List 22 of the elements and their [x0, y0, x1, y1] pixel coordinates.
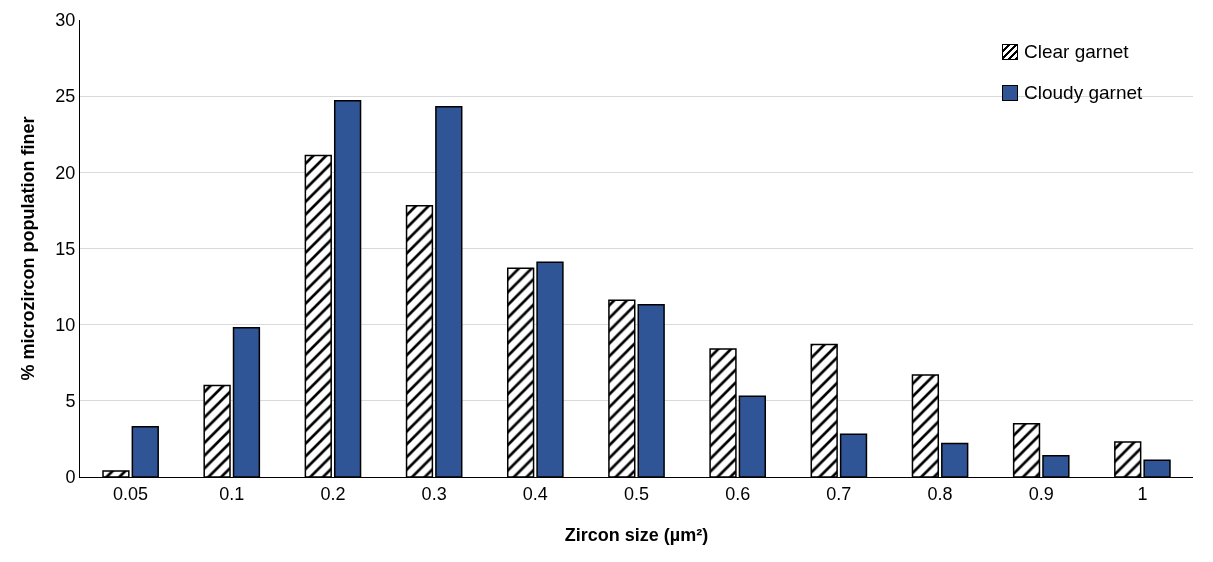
y-tick-label: 0	[65, 467, 76, 488]
x-tick-label: 0.2	[320, 483, 346, 504]
legend-label: Cloudy garnet	[1024, 82, 1143, 104]
x-tick-label: 0.8	[927, 483, 953, 504]
x-tick-label: 0.05	[113, 483, 149, 504]
y-tick-label: 5	[65, 391, 76, 412]
x-tick-label: 0.4	[522, 483, 548, 504]
y-tick-label: 10	[55, 314, 76, 335]
x-axis-title: Zircon size (µm²)	[564, 525, 709, 545]
x-tick-label: 0.6	[725, 483, 751, 504]
y-tick-label: 20	[55, 162, 76, 183]
y-axis-title: % microzircon population finer	[18, 116, 38, 381]
x-tick-label: 0.7	[826, 483, 852, 504]
x-tick-label: 0.3	[421, 483, 447, 504]
y-tick-label: 25	[55, 86, 76, 107]
y-tick-label: 15	[55, 238, 76, 259]
x-tick-label: 1	[1137, 483, 1148, 504]
x-tick-label: 0.1	[219, 483, 245, 504]
y-tick-label: 30	[55, 10, 76, 31]
legend-label: Clear garnet	[1024, 41, 1129, 63]
x-tick-label: 0.5	[623, 483, 650, 504]
x-tick-label: 0.9	[1028, 483, 1054, 504]
